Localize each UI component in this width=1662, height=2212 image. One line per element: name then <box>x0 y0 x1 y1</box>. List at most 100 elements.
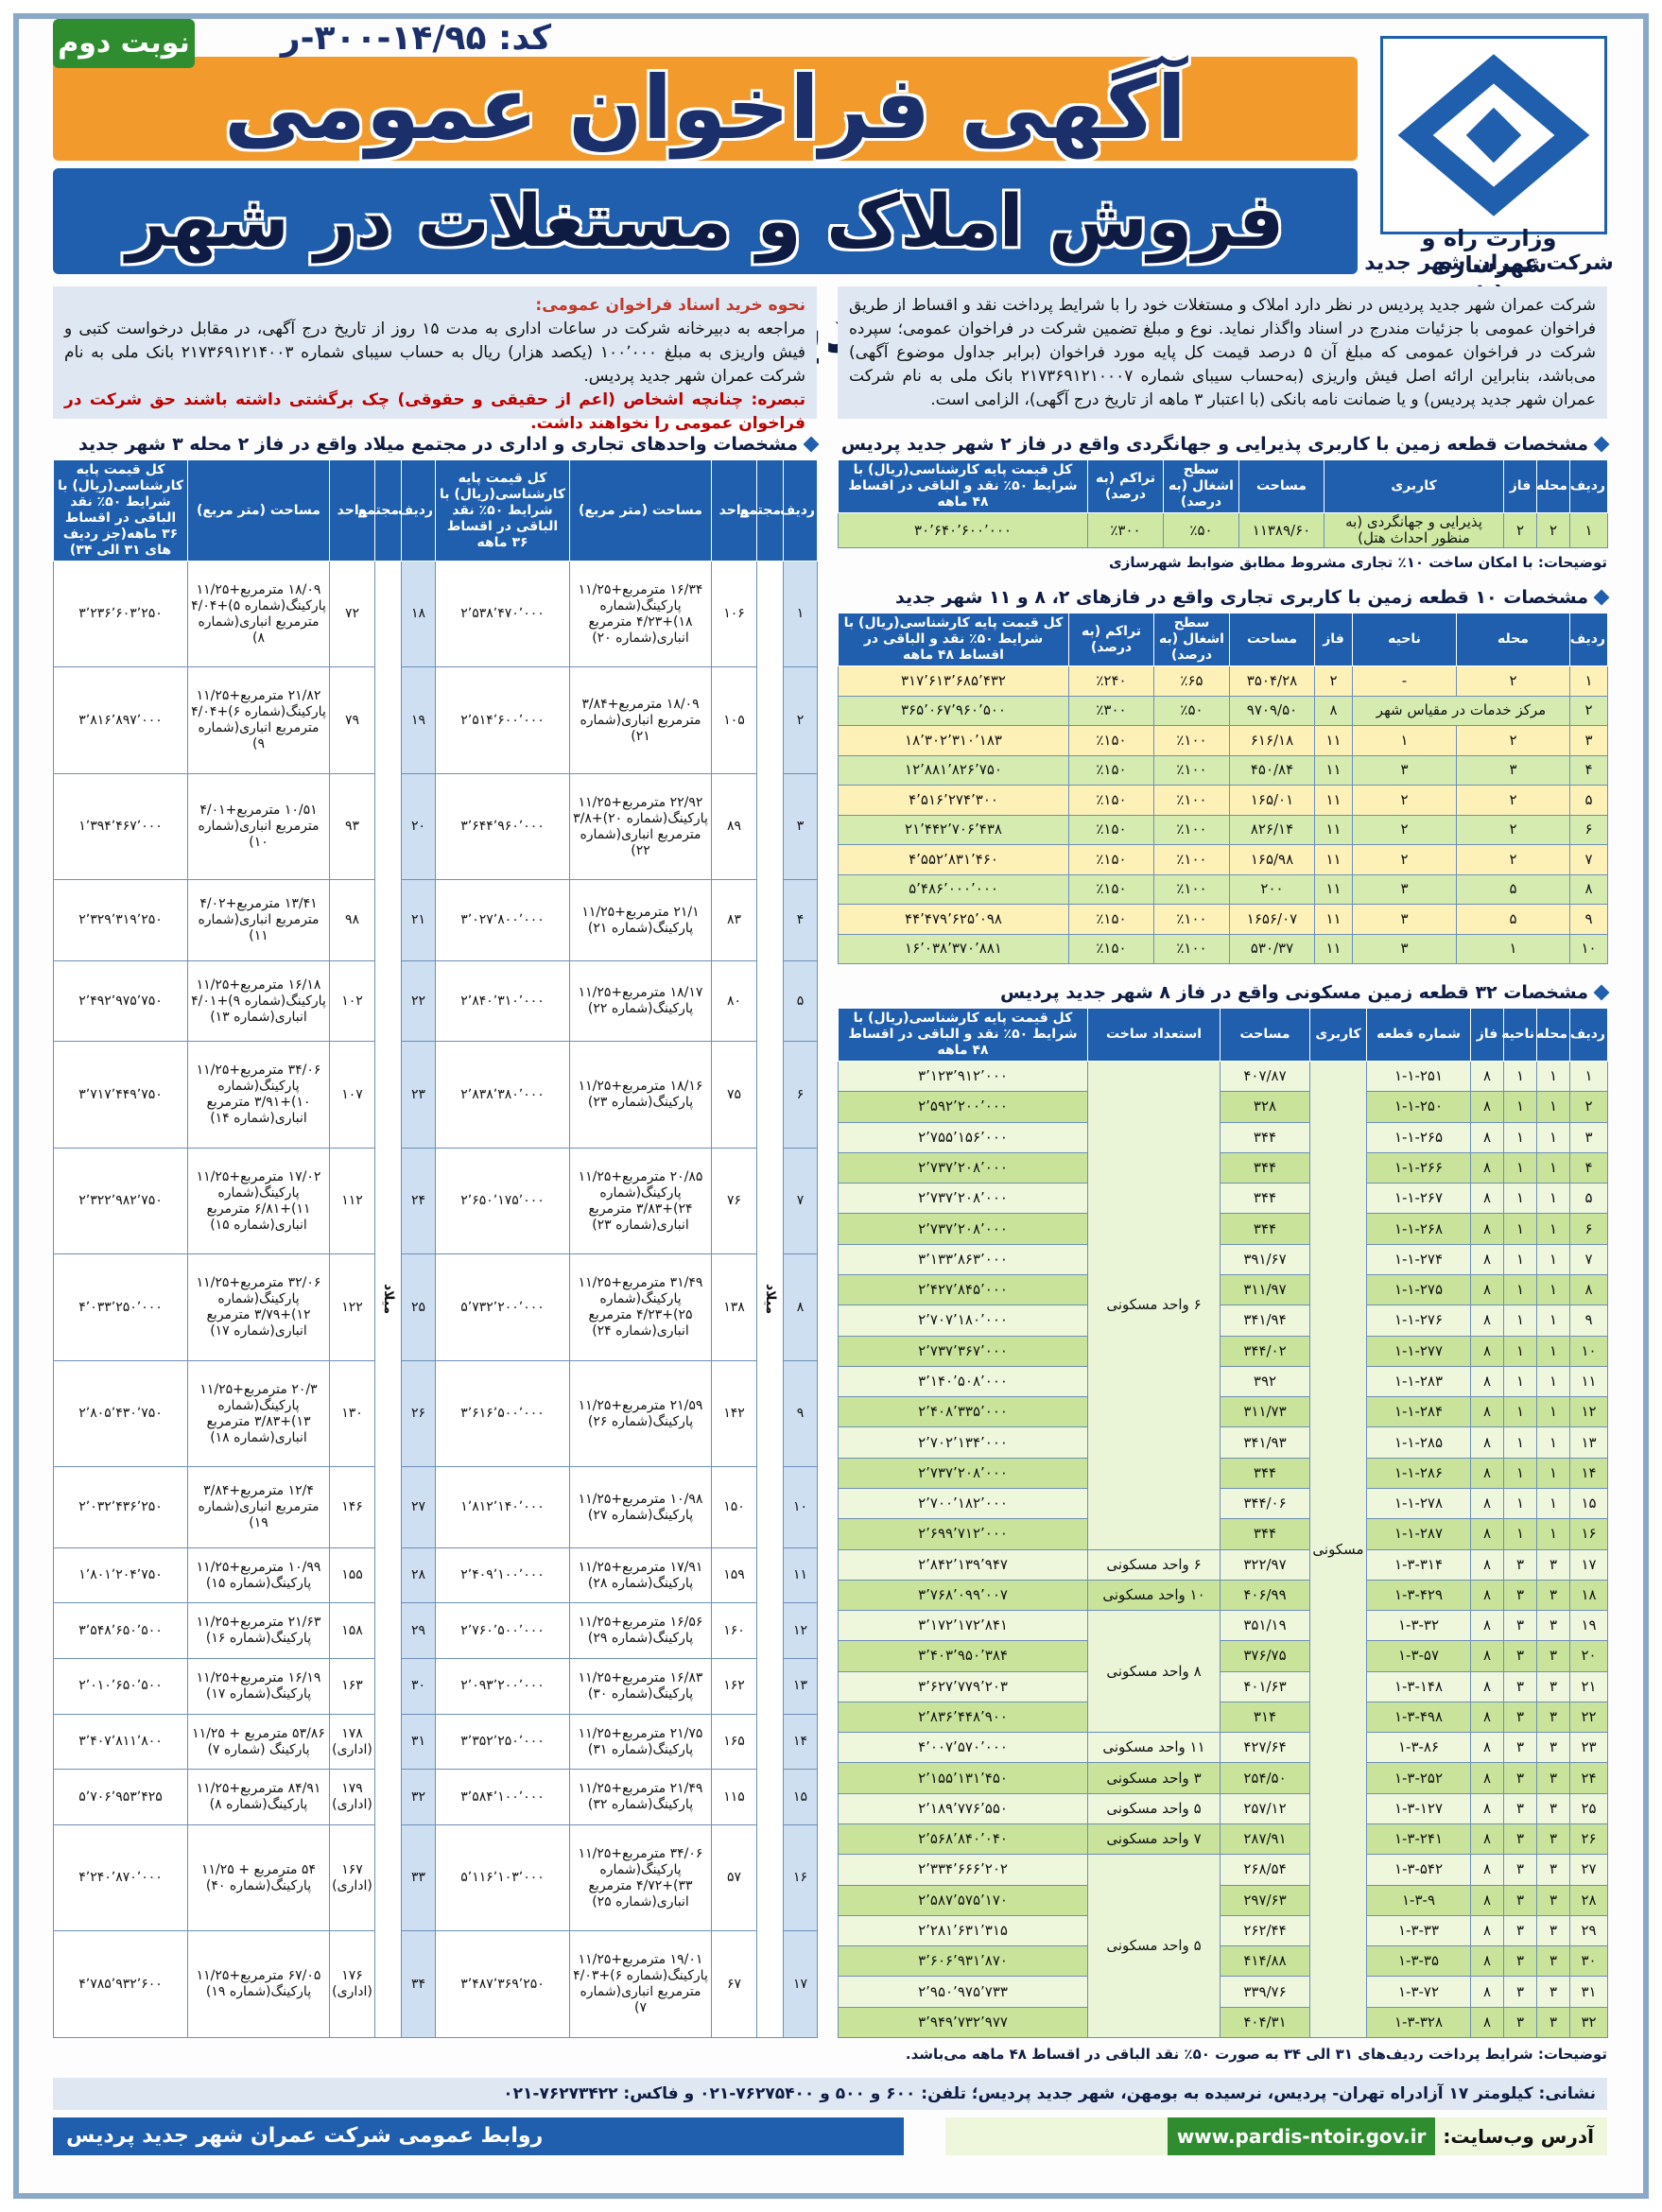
cell: ۳۴۴ <box>1220 1457 1310 1489</box>
cell: ۹۳ <box>329 772 375 881</box>
row: ۴ ۱ ۱ ۸ ۱-۱-۲۶۶ ۳۴۴ ۲٬۷۳۷٬۲۰۸٬۰۰۰ <box>838 1151 1608 1184</box>
cell: ۲٬۸۳۶٬۴۴۸٬۹۰۰ <box>838 1701 1088 1734</box>
cell: ۱ <box>1503 1183 1537 1215</box>
cell: ۸ <box>1569 1273 1608 1306</box>
row: ۸ ۱۳۸ ۳۱/۴۹ مترمربع+۱۱/۲۵ پارکینگ(شماره ۲۵… <box>53 1253 818 1361</box>
cell: ۲۸۷/۹۱ <box>1220 1823 1310 1856</box>
cell: ۲ <box>1503 512 1537 548</box>
column-header: مجتمع <box>358 459 402 562</box>
cell: ۱-۱-۲۷۸ <box>1366 1487 1471 1520</box>
row: ۲۵ ۳ ۳ ۸ ۱-۳-۱۲۷ ۲۵۷/۱۲ ۵ واحد مسکونی ۲٬۱۸۹٬۷۷۶… <box>838 1792 1608 1825</box>
column-header: شماره قطعه <box>1366 1008 1471 1062</box>
column-header: تراکم (به درصد) <box>1087 459 1164 513</box>
cell: ۹ <box>1569 1305 1608 1337</box>
column-header: محله <box>1536 1008 1570 1062</box>
cell: ۶۱۶/۱۸ <box>1229 725 1315 756</box>
cell: ۲۷ <box>401 1466 436 1548</box>
table-body: ۱ ۲ ۲ پذیرایی و جهانگردی (به منظور احداث هت… <box>838 512 1608 548</box>
cell: ۵ واحد مسکونی <box>1087 1792 1221 1825</box>
cell: ۲۹۷/۶۳ <box>1220 1884 1310 1916</box>
cell: ۵۴ مترمربع + ۱۱/۲۵ پارکینگ(شماره ۴۰) <box>187 1823 330 1932</box>
cell: ۱-۱-۲۵۰ <box>1366 1091 1471 1123</box>
cell: ٪۵۰ <box>1163 512 1239 548</box>
cell: ۳ <box>1352 873 1457 905</box>
cell: ۳۴۱/۹۴ <box>1220 1305 1310 1337</box>
cell: ۸ <box>1470 1335 1504 1367</box>
cell: مسکونی <box>1309 1061 1367 2038</box>
cell: ۱۱ <box>1314 844 1353 875</box>
cell: ۱۸/۱۶ مترمربع+۱۱/۲۵ پارکینگ(شماره ۲۳) <box>569 1041 712 1149</box>
header-row: ردیف محله ناحیه فاز مساحت سطح اشغال (به درصد)… <box>838 613 1608 666</box>
cell: ۳۴۴ <box>1220 1183 1310 1215</box>
cell: ۱۶۰ <box>711 1602 757 1660</box>
cell: ۱۲٬۸۸۱٬۸۲۶٬۷۵۰ <box>838 754 1069 786</box>
cell: ۱۶۷ (اداری) <box>329 1823 375 1932</box>
cell: ۱-۱-۲۵۱ <box>1366 1060 1471 1093</box>
cell: ۱۳۰ <box>329 1359 375 1468</box>
row: ۲۶ ۳ ۳ ۸ ۱-۳-۲۴۱ ۲۸۷/۹۱ ۷ واحد مسکونی ۲٬۵۶۸٬۸۴۰… <box>838 1823 1608 1856</box>
cell: ۶۷/۰۵ مترمربع+۱۱/۲۵ پارکینگ(شماره ۱۹) <box>187 1930 330 2038</box>
cell: ۳۰ <box>401 1658 436 1715</box>
cell: ۲۴ <box>1569 1762 1608 1794</box>
row: ۴ ۸۳ ۲۱/۱ مترمربع+۱۱/۲۵ پارکینگ(شماره ۲۱) ۳… <box>53 879 818 961</box>
cell: ۱-۱-۲۸۳ <box>1366 1365 1471 1398</box>
cell: ۱-۳-۵۴۲ <box>1366 1854 1471 1886</box>
row: ۲۹ ۳ ۳ ۸ ۱-۳-۳۳ ۲۶۲/۴۴ ۲٬۲۸۱٬۶۳۱٬۳۱۵ <box>838 1914 1608 1947</box>
cell: ۳ <box>1503 1762 1537 1794</box>
cell: ۳٬۶۰۶٬۹۳۱٬۸۷۰ <box>838 1945 1088 1978</box>
cell: ۱۴۶ <box>329 1466 375 1548</box>
website-url[interactable]: www.pardis-ntoir.gov.ir <box>1167 2117 1436 2155</box>
cell: ۸ <box>1470 1273 1504 1306</box>
cell: ۷۹ <box>329 666 375 774</box>
column-header: کل قیمت پایه کارشناسی(ریال) با شرایط ۵۰٪… <box>838 1008 1088 1062</box>
cell: ۳۲۸ <box>1220 1091 1310 1123</box>
row: ۲ ۱ ۱ ۸ ۱-۱-۲۵۰ ۳۲۸ ۲٬۵۹۲٬۲۰۰٬۰۰۰ <box>838 1091 1608 1123</box>
cell: ۱-۱-۲۸۴ <box>1366 1396 1471 1428</box>
cell: ۲۰/۳ مترمربع+۱۱/۲۵ پارکینگ(شماره ۱۳)+۳/۸… <box>187 1359 330 1468</box>
cell: میلاد <box>374 561 402 2038</box>
column-header: استعداد ساخت <box>1087 1008 1221 1062</box>
cell: ۳۴ <box>401 1930 436 2038</box>
cell: ٪۶۵ <box>1153 665 1230 697</box>
header-row: ردیف مجتمع واحد مساحت (متر مربع) کل قیمت پای… <box>53 459 818 562</box>
cell: ۸۰ <box>711 959 757 1043</box>
cell: ۳۳ <box>401 1823 436 1932</box>
cell: ۴ <box>1569 754 1608 786</box>
cell: ۳۴۱/۹۳ <box>1220 1426 1310 1459</box>
cell: ۱۹ <box>401 666 436 774</box>
cell: ۳٬۳۵۲٬۲۵۰٬۰۰۰ <box>435 1713 570 1771</box>
row: ۶ ۱ ۱ ۸ ۱-۱-۲۶۸ ۳۴۴ ۲٬۷۳۷٬۲۰۸٬۰۰۰ <box>838 1213 1608 1245</box>
cell: ۷۲ <box>329 560 375 668</box>
cell: ۲٬۷۳۷٬۲۰۸٬۰۰۰ <box>838 1183 1088 1215</box>
row: ۲۸ ۳ ۳ ۸ ۱-۳-۹ ۲۹۷/۶۳ ۲٬۵۸۷٬۵۷۵٬۱۷۰ <box>838 1884 1608 1916</box>
cell: ۱۰ واحد مسکونی <box>1087 1579 1221 1612</box>
row: ۲۳ ۳ ۳ ۸ ۱-۳-۸۶ ۴۲۷/۶۴ ۱۱ واحد مسکونی ۴٬۰۰۷٬۵۷۰… <box>838 1732 1608 1764</box>
cell: ۲٬۴۹۲٬۹۷۵٬۷۵۰ <box>53 959 188 1043</box>
cell: ٪۱۵۰ <box>1068 873 1154 905</box>
cell: ۵۳/۸۶ مترمربع + ۱۱/۲۵ پارکینگ (شماره ۷) <box>187 1713 330 1771</box>
address: نشانی: کیلومتر ۱۷ آزادراه تهران- پردیس، … <box>53 2078 1607 2110</box>
cell: ۸ <box>1470 1914 1504 1947</box>
cell: ٪۱۵۰ <box>1068 933 1154 964</box>
cell: ۶ <box>1569 1213 1608 1245</box>
row: ۱۲ ۱ ۱ ۸ ۱-۱-۲۸۴ ۳۱۱/۷۳ ۲٬۴۰۸٬۳۳۵٬۰۰۰ <box>838 1396 1608 1428</box>
cell: ۱۶۵/۰۱ <box>1229 785 1315 816</box>
cell: ۳ <box>1536 2006 1570 2039</box>
cell: ۱۶/۸۳ مترمربع+۱۱/۲۵ پارکینگ(شماره ۳۰) <box>569 1658 712 1715</box>
cell: ۳٬۵۴۸٬۶۵۰٬۵۰۰ <box>53 1602 188 1660</box>
cell: ۳۴/۰۶ مترمربع+۱۱/۲۵ پارکینگ(شماره ۱۰)+۳/… <box>187 1041 330 1149</box>
cell: ۱ <box>1536 1060 1570 1093</box>
section-title: مشخصات ۱۰ قطعه زمین با کاربری تجاری واقع… <box>838 584 1607 634</box>
cell: ۳٬۷۶۸٬۰۹۹٬۰۰۷ <box>838 1579 1088 1612</box>
cell: ۱۵۸ <box>329 1602 375 1660</box>
row: ۱۱ ۱۵۹ ۱۷/۹۱ مترمربع+۱۱/۲۵ پارکینگ(شماره ۲… <box>53 1547 818 1604</box>
row: ۴ ۳ ۳ ۱۱ ۴۵۰/۸۴ ٪۱۰۰ ٪۱۵۰ ۱۲٬۸۸۱٬۸۲۶٬۷۵۰ <box>838 754 1608 786</box>
column-header: مساحت <box>1238 459 1324 513</box>
cell: ۳٬۱۳۳٬۸۶۳٬۰۰۰ <box>838 1243 1088 1275</box>
cell: ۸ <box>1470 1548 1504 1581</box>
row: ۵ ۲ ۲ ۱۱ ۱۶۵/۰۱ ٪۱۰۰ ٪۱۵۰ ۴٬۵۱۶٬۲۷۴٬۳۰۰ <box>838 785 1608 816</box>
cell: ۱-۳-۳۱۴ <box>1366 1548 1471 1581</box>
row: ۲۲ ۳ ۳ ۸ ۱-۳-۴۹۸ ۳۱۴ ۲٬۸۳۶٬۴۴۸٬۹۰۰ <box>838 1701 1608 1734</box>
cell: ۴۱۴/۸۸ <box>1220 1945 1310 1978</box>
cell: ۳٬۹۴۹٬۷۳۲٬۹۷۷ <box>838 2006 1088 2039</box>
